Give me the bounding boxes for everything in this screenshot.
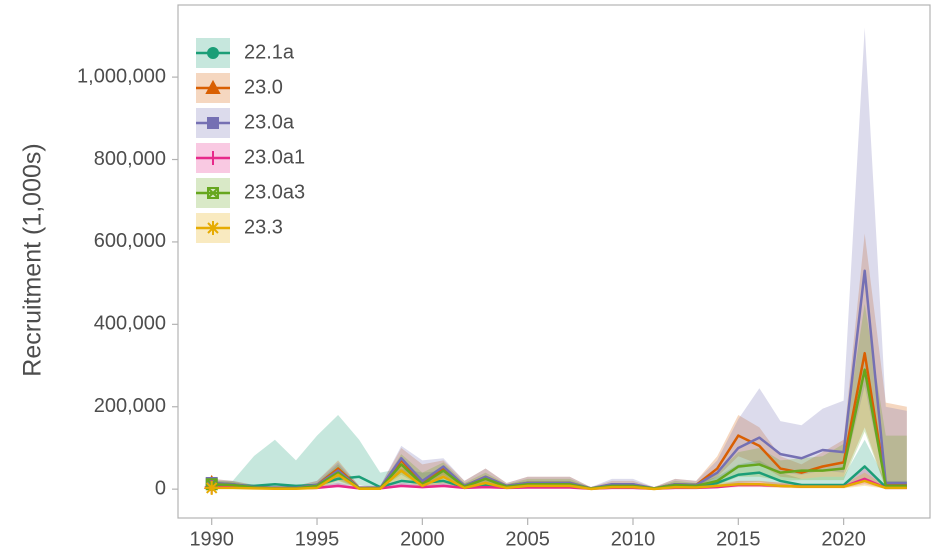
y-tick-label: 800,000 <box>94 148 166 170</box>
confidence-band <box>211 303 907 489</box>
series-line <box>211 469 907 491</box>
series-line <box>211 368 907 490</box>
x-tick-label: 2015 <box>716 528 761 550</box>
x-tick-label: 1990 <box>189 528 234 550</box>
marker <box>204 480 219 495</box>
x-tick-label: 1995 <box>295 528 340 550</box>
legend-label: 22.1a <box>244 41 295 63</box>
marker <box>207 187 219 199</box>
legend-label: 23.0a1 <box>244 146 305 168</box>
y-tick-label: 1,000,000 <box>77 65 166 87</box>
legend-label: 23.3 <box>244 216 283 238</box>
y-tick-label: 0 <box>155 477 166 499</box>
plot-area <box>204 27 907 495</box>
confidence-band <box>211 27 907 489</box>
legend-label: 23.0 <box>244 76 283 98</box>
marker <box>206 221 220 235</box>
x-tick-label: 2010 <box>611 528 656 550</box>
legend-label: 23.0a <box>244 111 295 133</box>
y-tick-label: 600,000 <box>94 230 166 252</box>
marker <box>205 79 221 94</box>
y-tick-label: 400,000 <box>94 313 166 335</box>
x-tick-label: 2020 <box>821 528 866 550</box>
y-tick-label: 200,000 <box>94 395 166 417</box>
plot-frame <box>177 4 931 519</box>
marker <box>207 47 219 59</box>
legend-label: 23.0a3 <box>244 181 305 203</box>
marker <box>207 117 219 129</box>
x-tick-label: 2005 <box>505 528 550 550</box>
x-tick-label: 2000 <box>400 528 445 550</box>
y-axis-label: Recruitment (1,000s) <box>19 143 47 376</box>
marker <box>206 151 220 165</box>
